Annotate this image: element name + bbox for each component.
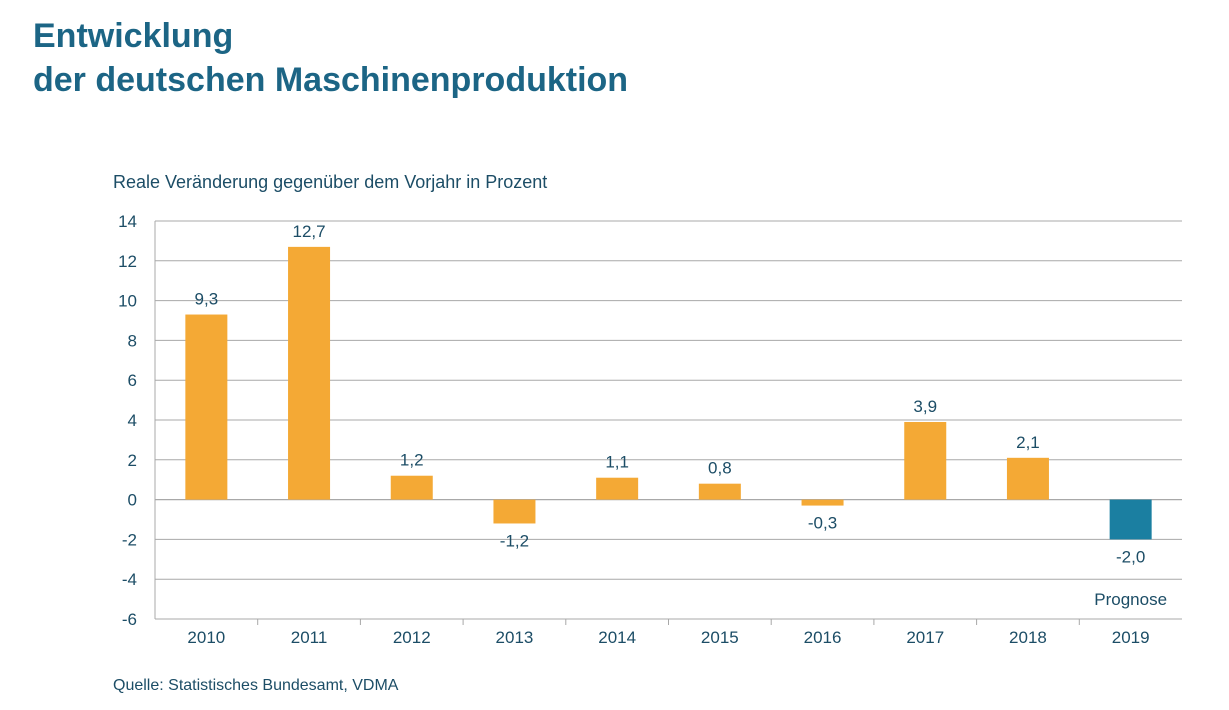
x-tick-label: 2010 (187, 628, 225, 647)
bar (698, 483, 741, 500)
x-tick-label: 2018 (1009, 628, 1047, 647)
bar (596, 477, 639, 500)
x-tick-label: 2013 (496, 628, 534, 647)
x-tick-label: 2019 (1112, 628, 1150, 647)
bar (801, 499, 844, 506)
forecast-annotation: Prognose (1094, 590, 1167, 609)
bar (288, 246, 331, 500)
data-label: -0,3 (808, 514, 837, 533)
data-label: 2,1 (1016, 433, 1040, 452)
x-tick-label: 2016 (804, 628, 842, 647)
data-label: 3,9 (913, 397, 937, 416)
y-tick-label: 4 (128, 411, 137, 430)
bar (1006, 457, 1049, 500)
y-tick-label: 8 (128, 331, 137, 350)
x-tick-label: 2017 (906, 628, 944, 647)
chart-title: Entwicklung der deutschen Maschinenprodu… (33, 14, 628, 102)
data-label: -2,0 (1116, 547, 1145, 566)
data-label: -1,2 (500, 531, 529, 550)
x-tick-label: 2012 (393, 628, 431, 647)
chart-title-line-1: Entwicklung (33, 17, 234, 55)
y-tick-label: -4 (122, 570, 137, 589)
y-tick-label: 12 (118, 252, 137, 271)
source-note: Quelle: Statistisches Bundesamt, VDMA (113, 677, 399, 694)
x-tick-label: 2011 (291, 628, 328, 647)
x-tick-label: 2015 (701, 628, 739, 647)
forecast-bar (1109, 499, 1152, 540)
y-tick-label: 2 (128, 451, 137, 470)
y-tick-label: -6 (122, 610, 137, 629)
data-label: 1,2 (400, 451, 424, 470)
data-label: 9,3 (195, 290, 219, 309)
bar (390, 475, 433, 500)
bar (493, 499, 536, 524)
y-tick-label: 6 (128, 371, 137, 390)
bar (185, 314, 228, 500)
data-label: 12,7 (293, 222, 326, 241)
data-label: 0,8 (708, 459, 732, 478)
y-tick-label: 14 (118, 212, 137, 231)
y-tick-label: 10 (118, 292, 137, 311)
y-tick-label: -2 (122, 530, 137, 549)
x-tick-label: 2014 (598, 628, 636, 647)
bar (904, 421, 947, 500)
data-label: 1,1 (605, 453, 629, 472)
y-tick-label: 0 (128, 491, 137, 510)
y-axis-label: Reale Veränderung gegenüber dem Vorjahr … (113, 172, 548, 192)
chart-title-line-2: der deutschen Maschinenproduktion (33, 61, 629, 99)
